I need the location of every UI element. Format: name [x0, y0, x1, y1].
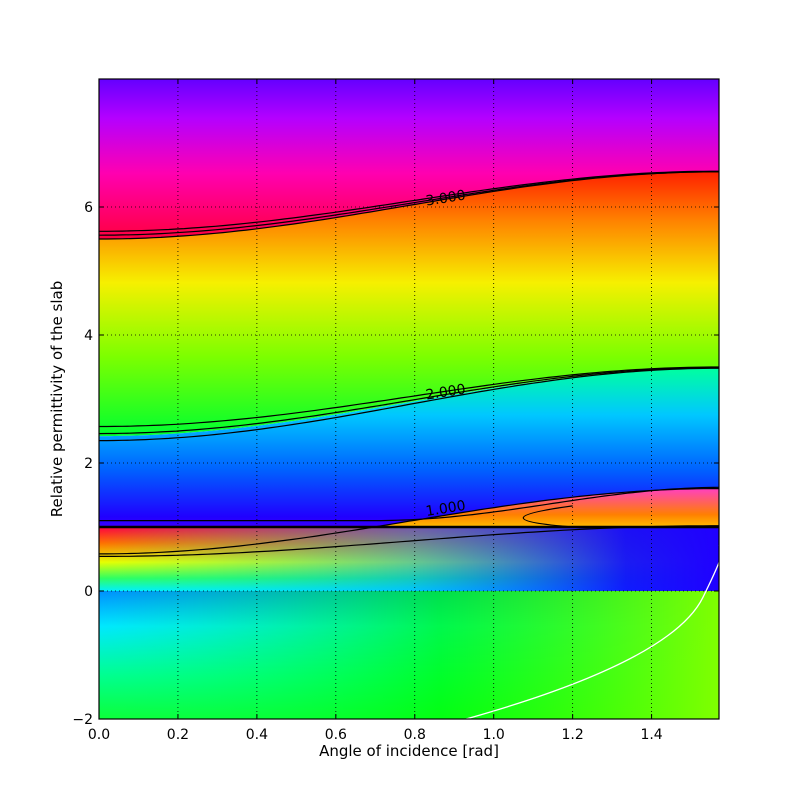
contour-loop [522, 505, 573, 528]
contour-label: 1.000 [425, 498, 467, 520]
x-tick-label: 0.0 [88, 727, 110, 743]
x-axis-label: Angle of incidence [rad] [319, 742, 499, 760]
contour-line-3 [99, 171, 719, 236]
contour-labels: 1.000 2.000 3.000 [425, 188, 467, 520]
x-tick-label: 0.4 [246, 727, 268, 743]
contour-label: 3.000 [425, 188, 467, 210]
white-curve [465, 545, 719, 719]
heatmap-region-band-3 [99, 171, 719, 437]
x-tick-label: 0.2 [167, 727, 189, 743]
contour-label: 2.000 [425, 381, 467, 403]
y-tick-label: 0 [84, 584, 93, 600]
contour-lines [99, 170, 719, 719]
y-axis-label: Relative permittivity of the slab [48, 281, 66, 518]
contour-line-2 [99, 367, 719, 435]
x-tick-label: 0.8 [404, 727, 426, 743]
plot-frame [98, 78, 720, 720]
contour-line-1 [99, 488, 719, 555]
y-tick-label: 4 [84, 328, 93, 344]
x-axis-ticks: 0.0 0.2 0.4 0.6 0.8 1.0 1.2 1.4 [88, 79, 663, 743]
x-tick-label: 1.2 [562, 727, 584, 743]
contour-line-2 [99, 367, 719, 442]
contour-line-2 [99, 366, 719, 428]
x-tick-label: 1.0 [483, 727, 505, 743]
heatmap [99, 79, 719, 719]
x-tick-label: 1.4 [640, 727, 662, 743]
heatmap-region-lower-overlay [99, 527, 719, 591]
y-tick-label: −2 [72, 712, 93, 728]
contour-line-3 [99, 170, 719, 232]
x-tick-label: 0.6 [325, 727, 347, 743]
heatmap-region-top [99, 79, 719, 239]
y-axis-ticks: −2 0 2 4 6 [72, 200, 719, 728]
heatmap-region-band-2 [99, 368, 719, 554]
contour-line-1-upper [99, 486, 719, 522]
heatmap-region-negative-overlay [99, 591, 719, 719]
y-tick-label: 2 [84, 456, 93, 472]
grid-lines [99, 79, 719, 719]
y-tick-label: 6 [84, 200, 93, 216]
